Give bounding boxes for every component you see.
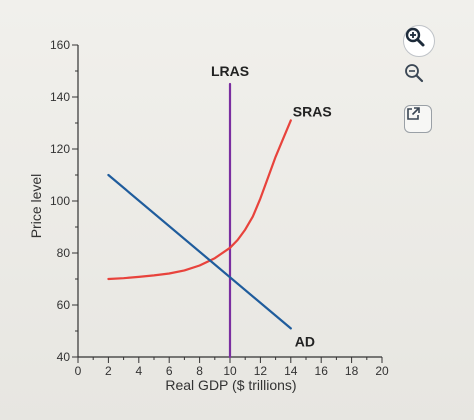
y-tick-label: 80 bbox=[57, 246, 71, 260]
zoom-in-icon bbox=[405, 27, 425, 47]
x-tick-label: 2 bbox=[105, 364, 112, 378]
zoom-in-button[interactable] bbox=[403, 25, 435, 57]
x-axis-label: Real GDP ($ trillions) bbox=[165, 377, 296, 393]
x-tick-label: 20 bbox=[375, 364, 389, 378]
x-tick-label: 0 bbox=[75, 364, 82, 378]
y-tick-label: 40 bbox=[57, 350, 71, 364]
series-label-sras: SRAS bbox=[293, 103, 332, 119]
x-tick-label: 10 bbox=[223, 364, 237, 378]
x-tick-label: 16 bbox=[315, 364, 329, 378]
y-tick-label: 100 bbox=[50, 194, 70, 208]
y-tick-label: 160 bbox=[50, 38, 70, 52]
x-axis-ticks: 0 2 4 6 8 10 12 14 16 18 20 bbox=[75, 357, 389, 378]
series-layer bbox=[107, 82, 292, 359]
series-line-sras bbox=[107, 119, 292, 281]
x-tick-label: 6 bbox=[166, 364, 173, 378]
x-tick-label: 8 bbox=[196, 364, 203, 378]
y-axis-ticks: 40 60 80 100 120 140 160 bbox=[50, 38, 78, 364]
zoom-out-icon bbox=[405, 64, 424, 83]
external-link-icon bbox=[407, 107, 420, 120]
series-line-ad bbox=[107, 173, 292, 330]
series-labels: LRAS SRAS AD bbox=[211, 63, 332, 349]
zoom-out-button[interactable] bbox=[403, 62, 433, 92]
y-tick-label: 140 bbox=[50, 90, 70, 104]
x-tick-label: 14 bbox=[284, 364, 298, 378]
x-tick-label: 12 bbox=[254, 364, 268, 378]
y-axis-label: Price level bbox=[28, 174, 44, 239]
series-label-ad: AD bbox=[295, 333, 315, 349]
series-label-lras: LRAS bbox=[211, 63, 249, 79]
popout-button[interactable] bbox=[404, 105, 432, 133]
x-tick-label: 4 bbox=[135, 364, 142, 378]
y-tick-label: 60 bbox=[57, 298, 71, 312]
x-tick-label: 18 bbox=[345, 364, 359, 378]
y-tick-label: 120 bbox=[50, 142, 70, 156]
